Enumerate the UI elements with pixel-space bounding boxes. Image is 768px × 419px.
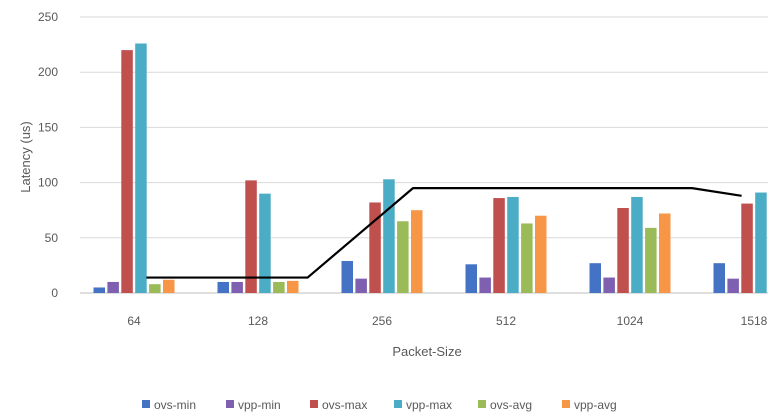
bar-ovs-min-128 xyxy=(217,281,229,293)
bar-ovs-max-512 xyxy=(493,198,505,293)
bar-vpp-min-1024 xyxy=(603,277,615,293)
bar-vpp-min-128 xyxy=(231,281,243,293)
overlay-line-group xyxy=(146,187,742,279)
bar-ovs-max-64 xyxy=(121,50,133,294)
x-axis-title: Packet-Size xyxy=(392,344,461,359)
x-axis-ticks: 64 128 256 512 1024 1518 xyxy=(127,314,767,328)
legend-swatch-vpp-avg xyxy=(562,400,570,408)
bar-vpp-min-256 xyxy=(355,278,367,293)
bar-vpp-min-512 xyxy=(479,277,491,293)
bar-ovs-min-1518 xyxy=(713,263,725,293)
legend-swatch-vpp-max xyxy=(394,400,402,408)
bar-vpp-max-128 xyxy=(259,193,271,293)
bar-vpp-avg-512 xyxy=(535,215,547,293)
bar-vpp-max-1024 xyxy=(631,196,643,293)
legend-label-ovs-max: ovs-max xyxy=(322,398,367,412)
bar-vpp-avg-256 xyxy=(411,210,423,293)
legend-label-vpp-max: vpp-max xyxy=(406,398,452,412)
bar-ovs-min-1024 xyxy=(589,263,601,293)
x-tick-label: 64 xyxy=(127,314,141,328)
bars xyxy=(93,43,767,294)
y-tick-label: 150 xyxy=(38,120,58,134)
bar-ovs-min-64 xyxy=(93,287,105,293)
x-tick-label: 1024 xyxy=(617,314,644,328)
legend-swatch-ovs-max xyxy=(310,400,318,408)
bar-ovs-avg-128 xyxy=(273,281,285,293)
y-tick-label: 50 xyxy=(45,231,59,245)
bar-ovs-min-512 xyxy=(465,264,477,293)
bar-vpp-avg-64 xyxy=(163,279,175,293)
y-tick-label: 250 xyxy=(38,10,58,24)
bar-ovs-min-256 xyxy=(341,260,353,293)
bar-vpp-max-512 xyxy=(507,196,519,293)
bar-vpp-max-64 xyxy=(135,43,147,293)
y-axis-ticks: 0 50 100 150 200 250 xyxy=(38,10,58,300)
bar-ovs-max-1024 xyxy=(617,207,629,293)
x-tick-label: 1518 xyxy=(741,314,768,328)
legend-swatch-ovs-min xyxy=(142,400,150,408)
bar-vpp-min-1518 xyxy=(727,278,739,293)
bar-ovs-max-128 xyxy=(245,180,257,293)
x-tick-label: 256 xyxy=(372,314,392,328)
y-tick-label: 200 xyxy=(38,65,58,79)
legend-swatch-vpp-min xyxy=(226,400,234,408)
bar-ovs-max-1518 xyxy=(741,203,753,293)
bar-ovs-avg-512 xyxy=(521,223,533,293)
bar-vpp-min-64 xyxy=(107,281,119,293)
bar-ovs-max-256 xyxy=(369,202,381,293)
legend-label-vpp-avg: vpp-avg xyxy=(574,398,617,412)
bar-vpp-avg-128 xyxy=(287,280,299,293)
overlay-line xyxy=(146,187,742,279)
legend-label-ovs-min: ovs-min xyxy=(154,398,196,412)
x-tick-label: 128 xyxy=(248,314,268,328)
bar-vpp-avg-1024 xyxy=(659,213,671,293)
legend: ovs-min vpp-min ovs-max vpp-max ovs-avg vpp-a… xyxy=(142,398,617,412)
legend-label-vpp-min: vpp-min xyxy=(238,398,281,412)
bar-ovs-avg-1024 xyxy=(645,227,657,293)
y-axis-title: Latency (us) xyxy=(18,121,33,193)
bar-vpp-max-1518 xyxy=(755,192,767,293)
legend-swatch-ovs-avg xyxy=(478,400,486,408)
y-tick-label: 100 xyxy=(38,176,58,190)
y-tick-label: 0 xyxy=(51,286,58,300)
bar-ovs-avg-64 xyxy=(149,284,161,293)
bar-ovs-avg-256 xyxy=(397,221,409,293)
x-tick-label: 512 xyxy=(496,314,516,328)
legend-label-ovs-avg: ovs-avg xyxy=(490,398,532,412)
bar-vpp-max-256 xyxy=(383,179,395,293)
